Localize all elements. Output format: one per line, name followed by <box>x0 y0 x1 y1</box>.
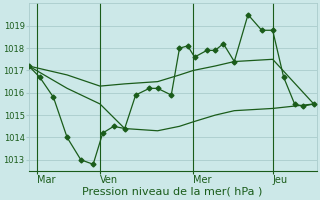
X-axis label: Pression niveau de la mer( hPa ): Pression niveau de la mer( hPa ) <box>83 187 263 197</box>
